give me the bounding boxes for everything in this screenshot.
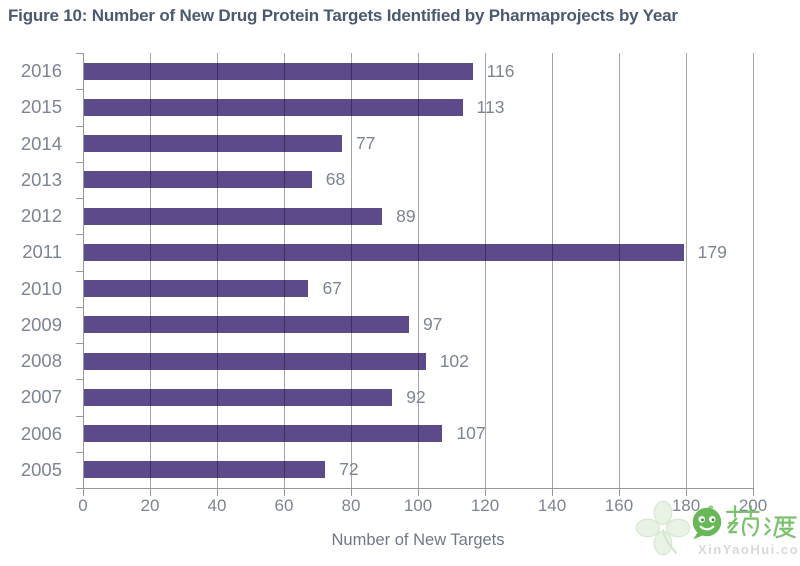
x-axis-tick-label: 180 bbox=[671, 496, 701, 515]
bar-2008 bbox=[84, 352, 426, 370]
bar-2013 bbox=[84, 171, 312, 189]
x-axis-tick-mark bbox=[619, 489, 620, 496]
bar-value-label: 68 bbox=[325, 169, 346, 190]
y-axis-tick-mark bbox=[76, 306, 83, 308]
plot-area: 0 20 40 60 80 100 120 140 160 180 200 2016 116 2015 11… bbox=[21, 53, 767, 515]
bar-value-label: 77 bbox=[355, 133, 376, 154]
y-axis-line bbox=[83, 53, 84, 489]
bar-2009 bbox=[84, 316, 409, 334]
x-axis-tick-mark bbox=[418, 489, 419, 496]
y-axis-tick-mark bbox=[76, 89, 83, 91]
bar-2012 bbox=[84, 207, 383, 225]
bar-2016 bbox=[84, 62, 473, 80]
gridline bbox=[485, 53, 486, 488]
x-axis-tick-mark bbox=[217, 489, 218, 496]
y-axis-tick-mark bbox=[76, 379, 83, 381]
bar-value-label: 116 bbox=[486, 60, 515, 81]
x-axis-tick-mark bbox=[284, 489, 285, 496]
x-axis-tick-label: 0 bbox=[78, 496, 88, 515]
y-axis-tick-mark bbox=[76, 415, 83, 417]
x-axis-tick-label: 140 bbox=[537, 496, 567, 515]
bar-value-label: 102 bbox=[439, 350, 469, 371]
x-axis-tick-mark bbox=[83, 489, 84, 496]
bar-value-label: 72 bbox=[339, 459, 359, 480]
chat-bubble-icon bbox=[692, 505, 722, 540]
x-axis-title: Number of New Targets bbox=[331, 531, 505, 549]
x-axis-tick-mark bbox=[686, 489, 687, 496]
x-axis-tick-mark bbox=[485, 489, 486, 496]
y-axis-category-label: 2014 bbox=[20, 132, 62, 154]
y-axis-category-label: 2008 bbox=[20, 350, 62, 372]
gridline bbox=[217, 53, 218, 488]
gridline bbox=[552, 53, 553, 488]
gridline bbox=[619, 53, 620, 488]
bar-value-label: 67 bbox=[322, 278, 342, 299]
y-axis-category-label: 2009 bbox=[20, 313, 62, 335]
y-axis-tick-mark bbox=[76, 53, 83, 54]
y-axis-tick-mark bbox=[76, 234, 83, 236]
x-axis-tick-mark bbox=[753, 489, 754, 496]
bar-value-label: 92 bbox=[406, 386, 426, 407]
gridline bbox=[418, 53, 419, 488]
x-axis-tick-label: 60 bbox=[274, 496, 294, 515]
bar-2007 bbox=[84, 388, 393, 406]
bar-value-label: 89 bbox=[396, 205, 416, 226]
x-axis-tick-mark bbox=[552, 489, 553, 496]
x-axis-tick-label: 100 bbox=[403, 496, 433, 515]
bar-2005 bbox=[84, 461, 326, 479]
y-axis-category-label: 2005 bbox=[20, 458, 62, 480]
y-axis-category-label: 2013 bbox=[20, 168, 62, 190]
y-axis-tick-mark bbox=[76, 488, 83, 489]
y-axis-tick-mark bbox=[76, 451, 83, 453]
bar-2006 bbox=[84, 425, 443, 443]
y-axis-category-label: 2011 bbox=[22, 241, 62, 263]
x-axis-tick-mark bbox=[150, 489, 151, 496]
y-axis-tick-mark bbox=[76, 270, 83, 272]
clover-icon bbox=[635, 500, 691, 556]
y-axis-category-label: 2016 bbox=[20, 60, 62, 82]
gridline bbox=[284, 53, 285, 488]
y-axis-tick-mark bbox=[76, 198, 83, 199]
bar-2014 bbox=[84, 135, 342, 153]
x-axis-tick-label: 200 bbox=[738, 496, 768, 515]
y-axis-tick-mark bbox=[76, 125, 83, 127]
y-axis-category-label: 2006 bbox=[20, 422, 62, 444]
x-axis-tick-label: 20 bbox=[140, 496, 160, 515]
y-axis-tick-mark bbox=[76, 161, 83, 163]
bar-value-label: 97 bbox=[422, 314, 443, 335]
watermark: XinYaoHui.com bbox=[635, 500, 800, 564]
yaodu-brand-glyphs bbox=[726, 505, 797, 539]
x-axis-tick-label: 160 bbox=[604, 496, 634, 515]
y-axis-tick-mark bbox=[76, 343, 83, 344]
figure-title: Figure 10: Number of New Drug Protein Ta… bbox=[8, 6, 678, 25]
bar-2010 bbox=[84, 280, 309, 298]
bar-value-label: 179 bbox=[697, 241, 727, 262]
x-axis-tick-label: 80 bbox=[341, 496, 361, 515]
gridline bbox=[686, 53, 687, 488]
gridline bbox=[150, 53, 151, 488]
x-axis-tick-label: 40 bbox=[207, 496, 227, 515]
gridline bbox=[753, 53, 754, 488]
y-axis-category-label: 2010 bbox=[20, 277, 62, 299]
x-axis-tick-mark bbox=[351, 489, 352, 496]
y-axis-category-label: 2015 bbox=[20, 96, 62, 118]
x-axis-tick-label: 120 bbox=[470, 496, 500, 515]
y-axis-category-label: 2007 bbox=[20, 386, 62, 408]
bar-2015 bbox=[84, 98, 463, 116]
bar-value-label: 113 bbox=[476, 96, 505, 117]
y-axis-category-label: 2012 bbox=[20, 205, 62, 227]
gridline bbox=[351, 53, 352, 488]
x-axis-line bbox=[83, 488, 754, 489]
bar-2011 bbox=[84, 243, 684, 261]
watermark-site-text: XinYaoHui.com bbox=[698, 542, 800, 557]
bar-value-label: 107 bbox=[456, 423, 486, 444]
